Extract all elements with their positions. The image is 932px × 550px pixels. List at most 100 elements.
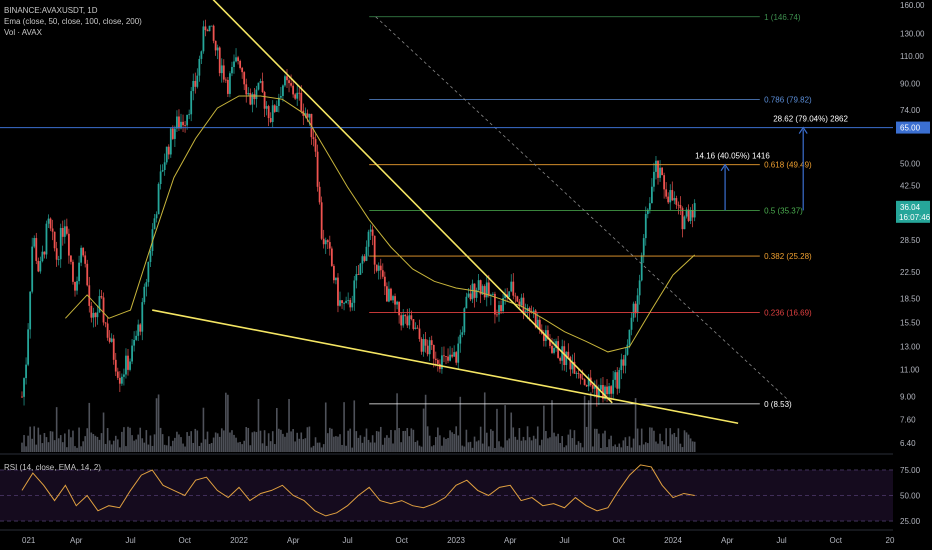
candle-body (381, 270, 384, 277)
volume-bar (567, 434, 570, 452)
candle-body (671, 190, 674, 201)
volume-bar (335, 436, 337, 452)
volume-bar (37, 427, 40, 452)
price-tick-label: 74.00 (900, 106, 921, 115)
volume-bar (557, 433, 559, 452)
candle-body (600, 385, 602, 390)
time-axis[interactable]: 021 Apr Jul Oct 2022 Apr Jul Oct 2023 Apr Jul Oct 20… (22, 536, 895, 545)
ema-line (65, 95, 696, 353)
candle-body (335, 277, 337, 281)
candle-body (192, 80, 195, 92)
volume-bar (131, 435, 133, 452)
candle-body (591, 385, 594, 389)
candle-body (359, 263, 362, 275)
trendlines[interactable] (152, 0, 739, 425)
volume-bar (157, 394, 160, 452)
volume-bar (384, 437, 386, 452)
volume-bar (685, 432, 688, 452)
rsi-legend[interactable]: RSI (14, close, EMA, 14, 2) (4, 463, 101, 472)
volume-bar (439, 435, 441, 452)
candle-body (273, 105, 276, 112)
candle-body (644, 214, 647, 239)
candle-body (638, 280, 641, 296)
volume-bar (249, 445, 252, 452)
volume-bar (420, 446, 423, 452)
candle-body (496, 314, 498, 316)
candle-body (502, 298, 504, 312)
candle-body (149, 251, 152, 262)
volume-bar (551, 400, 553, 452)
candle-body (300, 92, 303, 111)
volume-bar (163, 444, 166, 452)
volume-bar (363, 436, 366, 452)
volume-bar (604, 430, 606, 452)
volume-bar (110, 444, 113, 452)
legend-ema[interactable]: Ema (close, 50, close, 100, close, 200) (4, 17, 142, 26)
volume-bar (404, 430, 407, 452)
price-axis[interactable]: 160.00 130.00 110.00 90.00 74.00 50.00 42.50 28… (896, 1, 931, 526)
legend-symbol[interactable]: BINANCE:AVAXUSDT, 1D (4, 6, 98, 15)
candle-body (400, 315, 403, 326)
candle-body (320, 202, 323, 239)
volume-bar (202, 407, 205, 452)
candle-body (267, 106, 270, 119)
candle-body (394, 296, 396, 305)
time-tick-label: Oct (396, 536, 409, 545)
candle-body (457, 343, 460, 363)
candle-body (243, 72, 246, 85)
volume-bar (251, 432, 254, 452)
volume-bar (53, 440, 56, 452)
candle-body (294, 94, 297, 99)
legend-vol[interactable]: Vol · AVAX (4, 28, 42, 37)
volume-bar (125, 446, 127, 452)
candle-body (691, 210, 694, 218)
time-tick-label: Oct (613, 536, 626, 545)
volume-bar (647, 443, 649, 452)
volume-bar (310, 447, 313, 452)
candle-body (349, 300, 352, 308)
volume-bar (184, 446, 186, 452)
candle-body (520, 297, 523, 306)
candle-body (555, 341, 557, 349)
volume-bar (66, 447, 68, 452)
volume-bar (416, 440, 419, 452)
volume-bar (220, 428, 223, 452)
volume-bar (453, 433, 455, 452)
candle-body (208, 25, 211, 32)
volume-bar (94, 435, 97, 452)
volume-bar (259, 430, 262, 452)
volume-bar (375, 431, 378, 452)
candle-body (76, 281, 78, 291)
fib-level-label: 0.5 (35.37) (764, 206, 803, 215)
rsi-tick-label: 25.00 (900, 517, 921, 526)
volume-bar (269, 441, 272, 452)
measurements[interactable]: 14.16 (40.05%) 1416 28.62 (79.04%) 2862 (695, 115, 848, 211)
volume-bar (388, 437, 390, 452)
candle-body (100, 296, 103, 298)
volume-bar (100, 433, 103, 452)
volume-bar (475, 441, 478, 452)
candle-body (571, 361, 574, 370)
candle-body (165, 146, 168, 163)
candle-body (45, 223, 48, 255)
candle-body (127, 355, 129, 370)
candle-body (557, 341, 560, 358)
candle-body (43, 251, 46, 255)
candle-body (583, 379, 586, 385)
candle-body (53, 231, 56, 249)
volume-bar (322, 444, 325, 452)
candle-body (516, 296, 519, 302)
volume-bar (64, 433, 66, 452)
candle-body (37, 260, 40, 272)
price-tick-label: 110.00 (900, 52, 924, 61)
volume-bar (180, 437, 182, 452)
candle-body (642, 238, 645, 256)
candle-body (416, 327, 419, 329)
volume-bar (263, 430, 266, 452)
candle-body (542, 333, 545, 341)
candle-body (61, 227, 64, 237)
candle-body (628, 329, 631, 345)
volume-bar (174, 437, 176, 452)
fib-retracement[interactable]: 1 (146.74) 0.786 (79.82) 0.618 (49.49) 0.5 … (0, 13, 893, 409)
